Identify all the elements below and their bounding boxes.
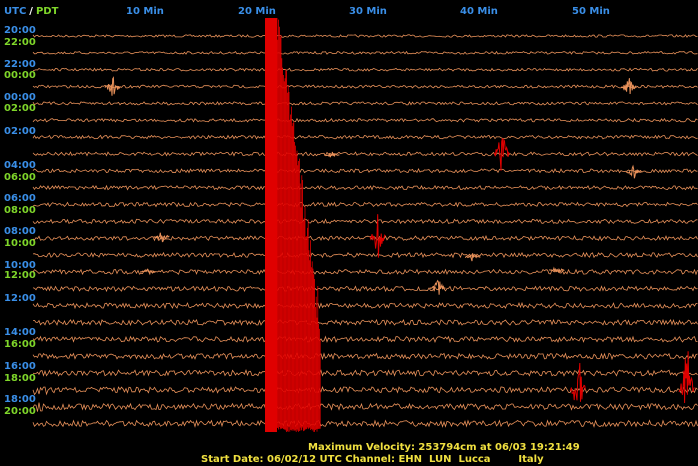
event — [548, 266, 565, 273]
event — [369, 214, 386, 258]
event — [620, 78, 637, 95]
trace — [32, 84, 698, 89]
pdt-label: PDT — [36, 6, 59, 17]
trace — [32, 218, 698, 225]
time-label: 16:00 — [4, 339, 36, 350]
time-label: 22:00 — [4, 37, 36, 48]
event — [139, 268, 156, 276]
footer-line: Maximum Velocity: 253794cm at 06/03 19:2… — [308, 442, 580, 453]
trace — [32, 235, 698, 242]
trace — [32, 368, 698, 377]
time-label: 02:00 — [4, 103, 36, 114]
event — [625, 164, 642, 179]
time-label: 06:00 — [4, 193, 36, 204]
trace — [32, 419, 698, 428]
separator: / — [29, 6, 33, 17]
event — [104, 76, 121, 96]
header-zones: UTC / PDT — [4, 6, 59, 17]
trace — [32, 101, 698, 106]
event — [493, 137, 510, 171]
trace — [32, 34, 698, 38]
time-label: 10:00 — [4, 260, 36, 271]
minute-label: 40 Min — [460, 6, 498, 17]
time-label: 20:00 — [4, 406, 36, 417]
time-label: 06:00 — [4, 172, 36, 183]
trace — [33, 318, 698, 327]
time-label: 04:00 — [4, 160, 36, 171]
trace — [32, 402, 698, 412]
time-label: 18:00 — [4, 373, 36, 384]
time-label: 00:00 — [4, 70, 36, 81]
time-label: 20:00 — [4, 25, 36, 36]
trace — [32, 251, 698, 259]
trace — [32, 151, 698, 157]
trace — [32, 117, 698, 123]
trace — [32, 184, 698, 191]
trace — [32, 168, 698, 174]
event — [464, 253, 481, 262]
time-label: 12:00 — [4, 270, 36, 281]
time-label: 08:00 — [4, 205, 36, 216]
time-label: 16:00 — [4, 361, 36, 372]
time-label: 18:00 — [4, 394, 36, 405]
time-label: 22:00 — [4, 59, 36, 70]
event — [678, 351, 695, 404]
trace — [32, 134, 698, 140]
event — [323, 151, 340, 158]
time-label: 10:00 — [4, 238, 36, 249]
trace — [32, 67, 698, 72]
trace — [32, 352, 698, 361]
minute-label: 10 Min — [126, 6, 164, 17]
trace — [32, 301, 698, 310]
event — [153, 232, 170, 243]
time-label: 00:00 — [4, 92, 36, 103]
utc-label: UTC — [4, 6, 26, 17]
trace — [32, 285, 698, 293]
event — [569, 362, 586, 402]
minute-label: 50 Min — [572, 6, 610, 17]
minute-label: 30 Min — [349, 6, 387, 17]
event — [429, 279, 446, 295]
footer-line: Start Date: 06/02/12 UTC Channel: EHN LU… — [201, 454, 544, 465]
trace — [32, 386, 698, 396]
time-label: 12:00 — [4, 293, 36, 304]
time-label: 08:00 — [4, 226, 36, 237]
trace — [32, 50, 698, 55]
trace — [32, 201, 698, 208]
minute-label: 20 Min — [238, 6, 276, 17]
time-label: 02:00 — [4, 126, 36, 137]
quake-block — [265, 18, 277, 432]
trace — [32, 335, 698, 344]
time-label: 14:00 — [4, 327, 36, 338]
